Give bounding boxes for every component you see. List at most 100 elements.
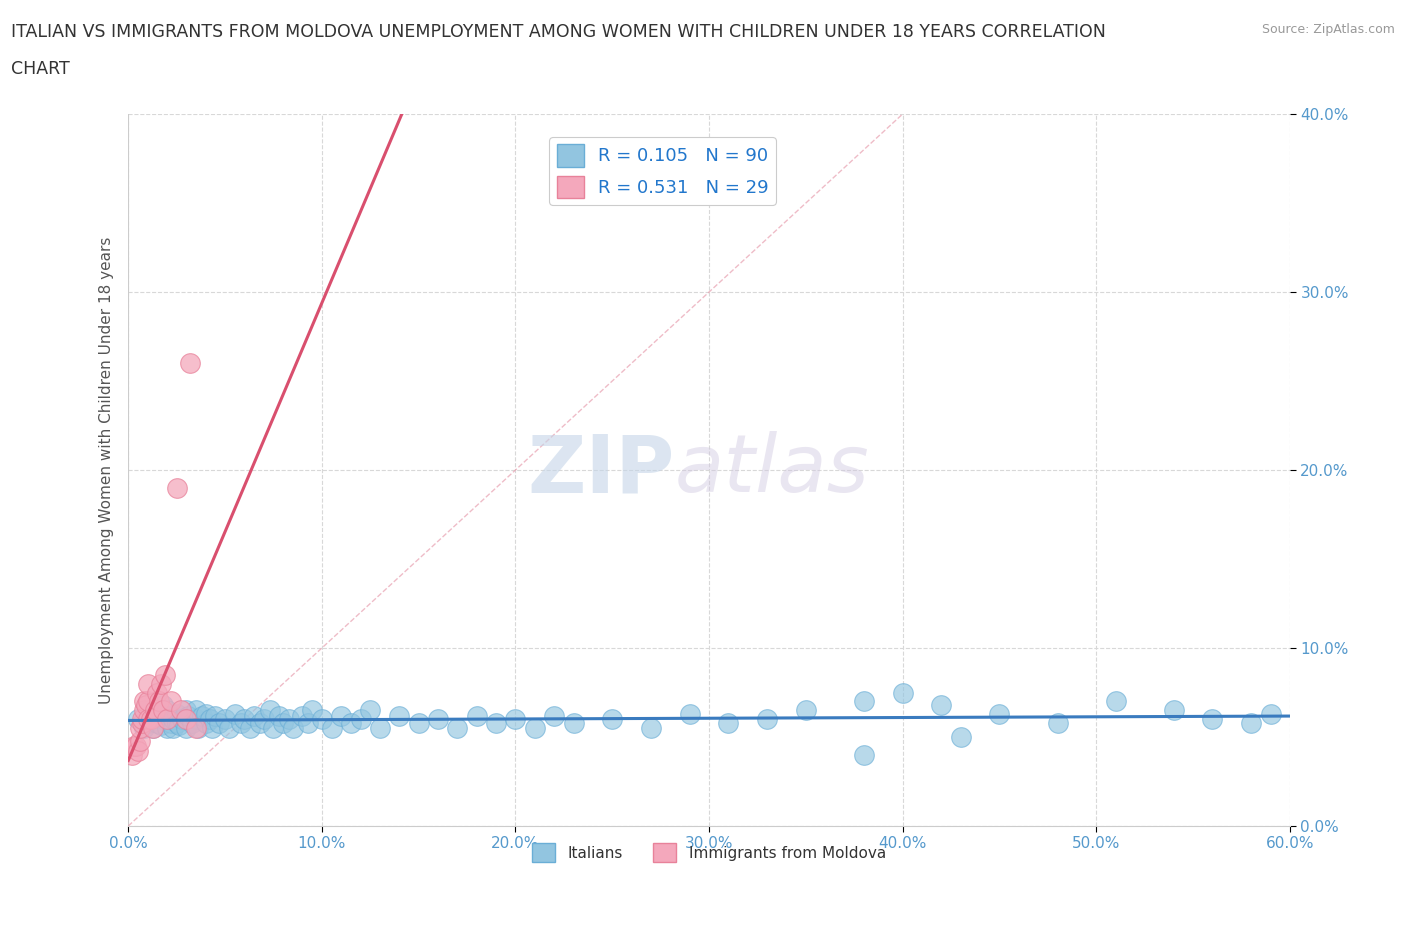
Point: [262, 721, 284, 736]
Y-axis label: Unemployment Among Women with Children Under 18 years: Unemployment Among Women with Children U…: [100, 236, 114, 704]
Point: [152, 703, 174, 718]
Point: [143, 703, 166, 718]
Point: [194, 707, 217, 722]
Point: [200, 721, 222, 736]
Point: [156, 721, 179, 736]
Point: [132, 703, 155, 718]
Point: [1240, 715, 1263, 730]
Point: [131, 711, 153, 726]
Point: [150, 717, 173, 732]
Point: [229, 715, 252, 730]
Point: [321, 721, 343, 736]
Point: [239, 721, 262, 736]
Point: [148, 709, 170, 724]
Point: [184, 711, 207, 726]
Point: [146, 685, 169, 700]
Point: [136, 703, 159, 718]
Point: [127, 744, 149, 759]
Point: [187, 721, 209, 736]
Point: [756, 711, 779, 726]
Point: [891, 685, 914, 700]
Point: [176, 703, 198, 718]
Point: [679, 707, 702, 722]
Point: [311, 711, 333, 726]
Point: [136, 711, 159, 726]
Point: [172, 711, 194, 726]
Point: [218, 721, 240, 736]
Point: [132, 721, 155, 736]
Point: [153, 667, 176, 682]
Point: [136, 676, 159, 691]
Point: [253, 711, 276, 726]
Point: [278, 711, 301, 726]
Point: [204, 709, 226, 724]
Point: [198, 711, 221, 726]
Point: [233, 711, 256, 726]
Point: [794, 703, 817, 718]
Point: [169, 703, 191, 718]
Point: [291, 709, 314, 724]
Point: [224, 707, 246, 722]
Point: [135, 698, 157, 712]
Point: [156, 711, 179, 726]
Point: [141, 711, 163, 726]
Point: [600, 711, 623, 726]
Point: [852, 748, 875, 763]
Point: [1163, 703, 1185, 718]
Point: [162, 711, 184, 726]
Point: [128, 733, 150, 748]
Point: [249, 715, 271, 730]
Point: [1046, 715, 1069, 730]
Point: [243, 709, 266, 724]
Point: [194, 715, 217, 730]
Point: [281, 721, 304, 736]
Point: [214, 711, 236, 726]
Point: [166, 481, 188, 496]
Point: [160, 709, 183, 724]
Point: [485, 715, 508, 730]
Point: [931, 698, 953, 712]
Point: [301, 703, 323, 718]
Text: CHART: CHART: [11, 60, 70, 78]
Point: [179, 356, 201, 371]
Point: [150, 676, 173, 691]
Point: [146, 707, 169, 722]
Point: [427, 711, 450, 726]
Point: [142, 721, 165, 736]
Point: [125, 738, 148, 753]
Point: [523, 721, 546, 736]
Point: [122, 738, 145, 753]
Point: [141, 711, 163, 726]
Point: [388, 709, 411, 724]
Point: [852, 694, 875, 709]
Point: [1260, 707, 1282, 722]
Point: [177, 709, 200, 724]
Point: [349, 711, 371, 726]
Point: [152, 698, 174, 712]
Point: [156, 711, 179, 726]
Point: [271, 715, 294, 730]
Point: [184, 721, 207, 736]
Point: [640, 721, 662, 736]
Point: [259, 703, 281, 718]
Text: atlas: atlas: [675, 431, 869, 509]
Point: [160, 715, 183, 730]
Point: [167, 717, 190, 732]
Point: [176, 711, 198, 726]
Point: [191, 709, 214, 724]
Point: [368, 721, 391, 736]
Point: [166, 715, 188, 730]
Point: [562, 715, 585, 730]
Point: [1104, 694, 1126, 709]
Point: [717, 715, 740, 730]
Point: [330, 709, 353, 724]
Point: [142, 721, 165, 736]
Point: [176, 721, 198, 736]
Point: [121, 748, 143, 763]
Point: [181, 715, 204, 730]
Point: [340, 715, 363, 730]
Point: [1201, 711, 1223, 726]
Point: [156, 703, 179, 718]
Point: [132, 694, 155, 709]
Point: [208, 715, 231, 730]
